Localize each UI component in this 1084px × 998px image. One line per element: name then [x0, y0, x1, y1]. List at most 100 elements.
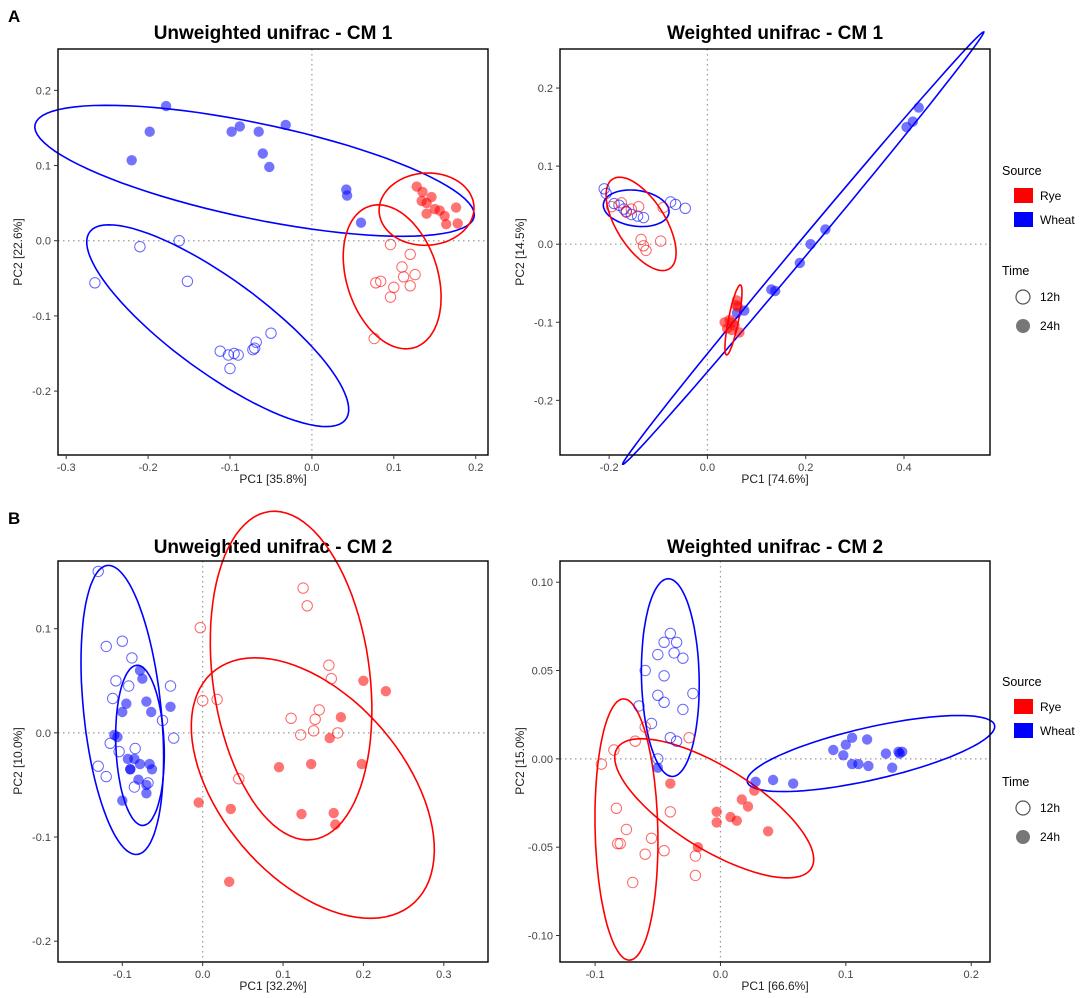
point-wheat-24h: [840, 739, 851, 750]
point-rye-24h: [324, 732, 335, 744]
point-wheat-12h: [222, 349, 235, 361]
point-rye-12h: [627, 876, 639, 889]
point-wheat-24h: [652, 762, 663, 773]
point-rye-12h: [614, 837, 626, 850]
point-wheat-12h: [126, 652, 138, 664]
point-rye-12h: [384, 238, 397, 251]
point-rye-12h: [197, 694, 209, 707]
point-rye-24h: [380, 686, 392, 697]
legend-source-title: Source: [1002, 675, 1042, 689]
point-wheat-24h: [887, 762, 898, 773]
point-rye-12h: [323, 659, 335, 671]
point-wheat-24h: [863, 760, 874, 772]
x-tick-label: 0.0: [195, 969, 210, 981]
x-tick-label: -0.3: [57, 462, 76, 474]
point-rye-12h: [612, 837, 624, 850]
point-rye-12h: [689, 850, 702, 862]
ellipse-rye: [605, 176, 677, 272]
x-tick-label: 0.0: [304, 462, 319, 474]
legend-rye-swatch: [1014, 699, 1033, 714]
y-tick-label: 0.2: [36, 85, 51, 97]
ellipse-rye: [378, 172, 475, 247]
point-rye-24h: [692, 842, 704, 853]
plot-frame: [559, 48, 991, 456]
point-rye-12h: [639, 721, 651, 733]
ellipse-rye: [613, 737, 815, 879]
point-wheat-12h: [625, 208, 637, 221]
point-wheat-12h: [89, 277, 101, 289]
legend-24h-label: 24h: [1040, 830, 1060, 844]
y-tick-label: -0.10: [528, 931, 553, 943]
point-wheat-24h: [117, 795, 128, 806]
y-axis-label: PC2 [15.0%]: [513, 727, 527, 794]
point-wheat-12h: [670, 735, 683, 747]
point-wheat-24h: [750, 776, 761, 787]
point-rye-12h: [632, 201, 645, 213]
ellipse-wheat: [114, 664, 166, 827]
x-tick-label: 0.2: [964, 969, 979, 981]
ellipse-wheat: [746, 714, 996, 793]
point-wheat-12h: [104, 737, 116, 749]
point-wheat-24h: [853, 758, 864, 770]
point-rye-12h: [655, 235, 667, 247]
point-wheat-12h: [664, 732, 676, 744]
point-rye-24h: [306, 758, 317, 770]
point-rye-12h: [384, 291, 397, 303]
legend-bottom: Source Rye Wheat Time 12h 24h: [1002, 675, 1075, 844]
point-rye-12h: [689, 869, 702, 882]
legend-12h-label: 12h: [1040, 290, 1060, 304]
point-wheat-12h: [123, 680, 135, 692]
point-rye-12h: [211, 693, 223, 706]
y-tick-label: -0.2: [32, 936, 51, 948]
point-rye-12h: [404, 248, 416, 261]
x-tick-label: 0.1: [838, 969, 853, 981]
point-rye-24h: [452, 218, 463, 229]
point-wheat-24h: [913, 102, 924, 113]
point-wheat-24h: [828, 744, 839, 756]
point-wheat-12h: [224, 362, 236, 375]
y-tick-label: 0.05: [532, 666, 553, 678]
point-wheat-24h: [160, 100, 172, 112]
y-tick-label: 0.2: [538, 83, 553, 95]
point-wheat-12h: [618, 203, 630, 215]
point-rye-12h: [370, 277, 382, 289]
plot-unweighted-cm2: Unweighted unifrac - CM 2 PC1 [32.2%] PC…: [11, 510, 489, 993]
point-wheat-12h: [645, 717, 658, 730]
legend-wheat-swatch: [1014, 723, 1033, 738]
ellipse-wheat: [86, 223, 350, 428]
point-rye-12h: [396, 261, 408, 273]
point-wheat-12h: [113, 745, 125, 758]
point-rye-12h: [397, 271, 410, 283]
point-rye-12h: [368, 332, 380, 345]
panel-label-b: B: [8, 509, 20, 528]
point-rye-24h: [730, 299, 742, 311]
point-wheat-12h: [652, 753, 664, 765]
point-wheat-24h: [897, 746, 908, 757]
point-rye-12h: [295, 729, 307, 741]
plot-title: Unweighted unifrac - CM 2: [154, 537, 393, 558]
point-rye-24h: [193, 797, 204, 808]
y-axis-label: PC2 [22.6%]: [11, 218, 25, 285]
point-wheat-12h: [92, 760, 104, 772]
point-rye-12h: [608, 744, 620, 756]
x-axis-label: PC1 [74.6%]: [741, 472, 808, 486]
legend-rye-label: Rye: [1040, 700, 1062, 714]
point-wheat-24h: [820, 224, 831, 235]
point-wheat-12h: [134, 241, 146, 253]
point-rye-12h: [595, 758, 608, 770]
point-rye-24h: [711, 806, 722, 817]
point-wheat-12h: [652, 648, 664, 661]
ellipse-rye: [190, 656, 436, 920]
ellipse-wheat: [602, 189, 670, 228]
point-rye-24h: [726, 317, 738, 328]
point-rye-24h: [224, 876, 235, 887]
point-rye-24h: [296, 808, 307, 820]
point-rye-12h: [640, 244, 652, 257]
point-wheat-24h: [144, 126, 155, 137]
point-wheat-24h: [861, 734, 873, 745]
point-rye-24h: [426, 191, 437, 203]
point-wheat-24h: [125, 764, 136, 775]
x-tick-label: 0.1: [386, 462, 401, 474]
point-rye-24h: [441, 219, 452, 230]
